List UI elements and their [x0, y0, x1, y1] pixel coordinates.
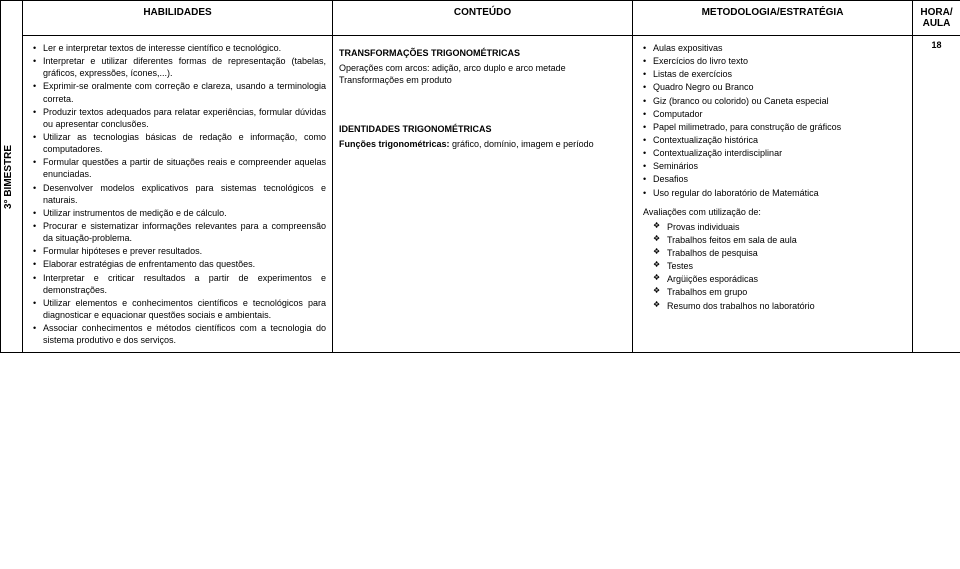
metodologia-item: Desafios — [643, 173, 906, 185]
metodologia-cell: Aulas expositivasExercícios do livro tex… — [633, 36, 913, 353]
avaliacoes-item: Trabalhos em grupo — [653, 286, 906, 298]
metodologia-item: Exercícios do livro texto — [643, 55, 906, 67]
avaliacoes-intro: Avaliações com utilização de: — [643, 207, 906, 217]
conteudo-sec1-line1: Operações com arcos: adição, arco duplo … — [339, 63, 566, 73]
conteudo-cell: TRANSFORMAÇÕES TRIGONOMÉTRICAS Operações… — [333, 36, 633, 353]
metodologia-item: Papel milimetrado, para construção de gr… — [643, 121, 906, 133]
habilidades-item: Utilizar as tecnologias básicas de redaç… — [33, 131, 326, 155]
header-hora: HORA/ AULA — [913, 1, 960, 36]
habilidades-item: Ler e interpretar textos de interesse ci… — [33, 42, 326, 54]
metodologia-item: Contextualização interdisciplinar — [643, 147, 906, 159]
metodologia-item: Seminários — [643, 160, 906, 172]
metodologia-item: Quadro Negro ou Branco — [643, 81, 906, 93]
avaliacoes-item: Testes — [653, 260, 906, 272]
habilidades-item: Exprimir-se oralmente com correção e cla… — [33, 80, 326, 104]
habilidades-item: Utilizar instrumentos de medição e de cá… — [33, 207, 326, 219]
metodologia-item: Uso regular do laboratório de Matemática — [643, 187, 906, 199]
metodologia-list: Aulas expositivasExercícios do livro tex… — [639, 42, 906, 199]
habilidades-item: Associar conhecimentos e métodos científ… — [33, 322, 326, 346]
habilidades-item: Interpretar e criticar resultados a part… — [33, 272, 326, 296]
avaliacoes-item: Argüições esporádicas — [653, 273, 906, 285]
conteudo-sec2-title: IDENTIDADES TRIGONOMÉTRICAS — [339, 124, 626, 134]
hora-cell: 18 — [913, 36, 960, 353]
habilidades-list: Ler e interpretar textos de interesse ci… — [29, 42, 326, 346]
conteudo-sec1-title: TRANSFORMAÇÕES TRIGONOMÉTRICAS — [339, 48, 626, 58]
habilidades-item: Desenvolver modelos explicativos para si… — [33, 182, 326, 206]
conteudo-sec2-rest: gráfico, domínio, imagem e período — [450, 139, 594, 149]
avaliacoes-list: Provas individuaisTrabalhos feitos em sa… — [649, 221, 906, 312]
habilidades-item: Produzir textos adequados para relatar e… — [33, 106, 326, 130]
habilidades-item: Interpretar e utilizar diferentes formas… — [33, 55, 326, 79]
metodologia-item: Computador — [643, 108, 906, 120]
avaliacoes-item: Resumo dos trabalhos no laboratório — [653, 300, 906, 312]
avaliacoes-item: Trabalhos de pesquisa — [653, 247, 906, 259]
habilidades-cell: Ler e interpretar textos de interesse ci… — [23, 36, 333, 353]
hora-value: 18 — [931, 40, 941, 50]
header-conteudo: CONTEÚDO — [333, 1, 633, 36]
conteudo-sec2-prefix: Funções trigonométricas: — [339, 139, 450, 149]
metodologia-item: Aulas expositivas — [643, 42, 906, 54]
habilidades-item: Elaborar estratégias de enfrentamento da… — [33, 258, 326, 270]
metodologia-item: Listas de exercícios — [643, 68, 906, 80]
metodologia-item: Contextualização histórica — [643, 134, 906, 146]
metodologia-item: Giz (branco ou colorido) ou Caneta espec… — [643, 95, 906, 107]
header-habilidades: HABILIDADES — [23, 1, 333, 36]
side-label: 3° BIMESTRE — [3, 145, 14, 209]
header-metodologia: METODOLOGIA/ESTRATÉGIA — [633, 1, 913, 36]
habilidades-item: Formular hipóteses e prever resultados. — [33, 245, 326, 257]
habilidades-item: Utilizar elementos e conhecimentos cient… — [33, 297, 326, 321]
conteudo-sec1-line2: Transformações em produto — [339, 75, 452, 85]
plan-table: 3° BIMESTRE HABILIDADES CONTEÚDO METODOL… — [0, 0, 960, 353]
side-label-cell: 3° BIMESTRE — [1, 1, 23, 353]
avaliacoes-item: Trabalhos feitos em sala de aula — [653, 234, 906, 246]
habilidades-item: Formular questões a partir de situações … — [33, 156, 326, 180]
body-row: Ler e interpretar textos de interesse ci… — [1, 36, 960, 353]
habilidades-item: Procurar e sistematizar informações rele… — [33, 220, 326, 244]
avaliacoes-item: Provas individuais — [653, 221, 906, 233]
